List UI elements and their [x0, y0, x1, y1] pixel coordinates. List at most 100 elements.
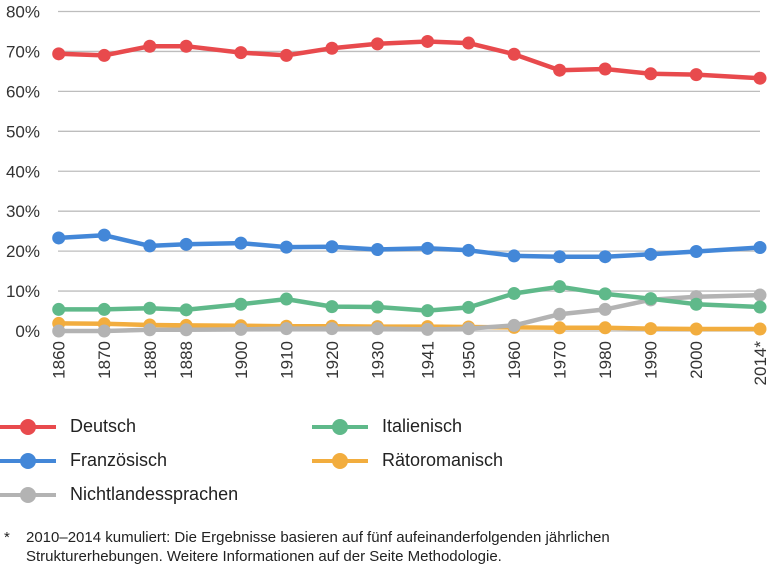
data-point — [462, 322, 476, 336]
data-point — [97, 324, 111, 338]
data-point — [507, 47, 521, 61]
x-tick-label: 1990 — [642, 341, 661, 379]
legend-label: Französisch — [70, 450, 168, 470]
data-point — [644, 292, 658, 306]
data-point — [553, 307, 567, 321]
data-point — [753, 322, 767, 336]
y-tick-label: 10% — [6, 282, 40, 301]
x-tick-label: 2014* — [751, 341, 768, 386]
data-point — [97, 302, 111, 316]
legend-marker — [312, 418, 368, 435]
legend-label: Nichtlandessprachen — [70, 484, 239, 504]
data-point — [143, 39, 157, 53]
data-point — [234, 46, 248, 60]
data-point — [598, 250, 612, 264]
data-point — [279, 322, 293, 336]
x-tick-label: 1941 — [419, 341, 438, 379]
data-point — [179, 237, 193, 251]
line-chart: 0% 10% 20% 30% 40% 50% 60% 70% 80% 1860 1870 1880 18… — [6, 3, 768, 386]
legend-label: Rätoromanisch — [382, 450, 504, 470]
data-point — [553, 250, 567, 264]
legend-label: Deutsch — [70, 416, 137, 436]
data-point — [462, 300, 476, 314]
data-point — [370, 37, 384, 51]
footnote-text: 2010–2014 kumuliert: Die Ergebnisse basi… — [26, 529, 610, 565]
data-point — [143, 323, 157, 337]
legend-item-nichtlandessprachen: Nichtlandessprachen — [0, 484, 238, 505]
y-tick-label: 20% — [6, 242, 40, 261]
data-point — [462, 243, 476, 257]
data-point — [421, 322, 435, 336]
data-point — [421, 34, 435, 48]
data-point — [507, 286, 521, 300]
data-point — [598, 62, 612, 76]
data-point — [97, 48, 111, 62]
data-point — [689, 297, 703, 311]
x-tick-label: 1980 — [596, 341, 615, 379]
data-point — [143, 239, 157, 253]
data-point — [753, 300, 767, 314]
x-tick-label: 1950 — [460, 341, 479, 379]
data-point — [753, 241, 767, 255]
x-tick-label: 1910 — [277, 341, 296, 379]
x-tick-label: 2000 — [687, 341, 706, 379]
legend-item-raetoromanisch: Rätoromanisch — [312, 450, 503, 471]
data-point — [234, 236, 248, 250]
x-tick-label: 1970 — [551, 341, 570, 379]
data-point — [507, 318, 521, 332]
x-tick-label: 1888 — [177, 341, 196, 379]
y-tick-label: 70% — [6, 42, 40, 61]
data-point — [507, 249, 521, 263]
data-point — [325, 240, 339, 254]
series-line-rätoromanisch — [58, 321, 760, 332]
data-point — [325, 41, 339, 55]
y-tick-label: 30% — [6, 202, 40, 221]
data-point — [179, 323, 193, 337]
data-point — [553, 63, 567, 77]
data-point — [52, 324, 66, 338]
footnote: * 2010–2014 kumuliert: Die Ergebnisse ba… — [4, 528, 666, 566]
data-point — [553, 321, 567, 335]
data-point — [598, 321, 612, 335]
x-tick-label: 1930 — [368, 341, 387, 379]
data-point — [421, 304, 435, 318]
data-point — [689, 245, 703, 259]
data-point — [421, 241, 435, 255]
legend-item-franzoesisch: Französisch — [0, 450, 167, 471]
data-point — [325, 322, 339, 336]
data-point — [689, 322, 703, 336]
footnote-marker: * — [4, 529, 10, 546]
series-line-italienisch — [58, 284, 761, 313]
y-tick-label: 60% — [6, 82, 40, 101]
data-point — [52, 47, 66, 61]
series-line-deutsch — [58, 39, 761, 81]
data-point — [234, 297, 248, 311]
x-tick-label: 1880 — [141, 341, 160, 379]
legend-item-italienisch: Italienisch — [312, 416, 462, 437]
legend-marker — [312, 452, 368, 469]
series-line-nichtlandessprachen — [58, 292, 761, 334]
data-point — [370, 322, 384, 336]
legend-label: Italienisch — [382, 416, 463, 436]
x-tick-label: 1900 — [232, 341, 251, 379]
data-point — [462, 36, 476, 50]
data-point — [179, 303, 193, 317]
data-point — [598, 302, 612, 316]
y-tick-label: 80% — [6, 3, 40, 22]
y-tick-label: 50% — [6, 122, 40, 141]
data-point — [689, 68, 703, 82]
y-tick-label: 0% — [15, 322, 40, 341]
x-tick-label: 1960 — [505, 341, 524, 379]
data-point — [753, 288, 767, 302]
data-point — [644, 67, 658, 81]
data-point — [370, 243, 384, 257]
data-point — [234, 322, 248, 336]
data-point — [143, 301, 157, 315]
legend-marker — [0, 452, 56, 469]
y-tick-label: 40% — [6, 162, 40, 181]
data-point — [279, 292, 293, 306]
legend-marker — [0, 418, 56, 435]
data-point — [179, 39, 193, 53]
data-point — [644, 247, 658, 261]
series-line-französisch — [58, 232, 761, 259]
